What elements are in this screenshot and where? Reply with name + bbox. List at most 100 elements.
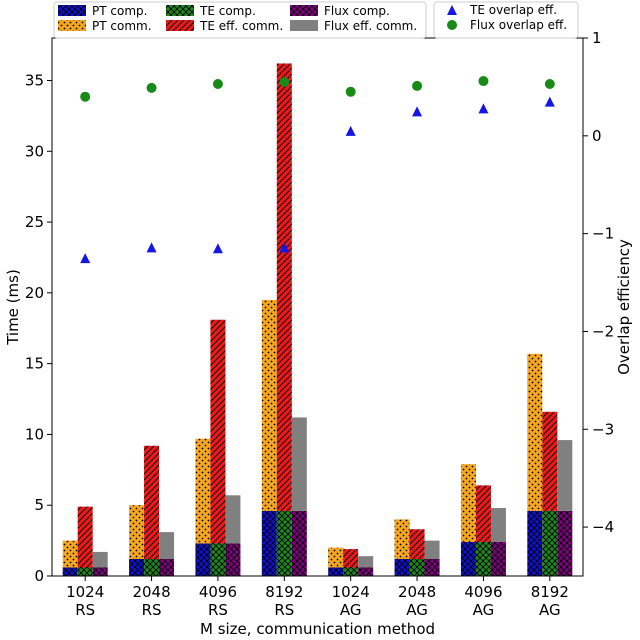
x-tick-label-method-6: AG [473, 601, 495, 619]
y-tick-label-1: 5 [34, 496, 44, 514]
pt-comp-bar-4 [328, 567, 344, 576]
legend-label-te-comm: TE eff. comm. [199, 19, 283, 33]
legend-group: PT comp. TE comp. Flux comp. PT comm. TE eff… [53, 1, 579, 39]
te-comm-bar-1 [144, 445, 160, 560]
pt-comp-bar-6 [460, 542, 476, 576]
te-comm-bar-2 [210, 319, 226, 544]
flux-comm-bar-6 [490, 508, 506, 543]
flux-comm-bar-7 [557, 440, 573, 511]
x-tick-label-size-4: 1024 [332, 583, 370, 601]
te-comm-bar-4 [343, 549, 359, 568]
flux-comm-bar-2 [225, 495, 241, 544]
x-tick-label-size-7: 8192 [531, 583, 569, 601]
te-comp-bar-1 [144, 559, 160, 576]
legend-swatch-pt-comm [58, 20, 86, 31]
legend-label-flux-comm: Flux eff. comm. [324, 19, 417, 33]
x-tick-label-size-3: 8192 [265, 583, 303, 601]
flux-comp-bar-3 [291, 510, 307, 576]
pt-comm-bar-4 [328, 547, 344, 568]
te-overlap-point-4 [345, 125, 356, 136]
y-tick-label-2: 10 [25, 425, 44, 443]
y-tick-label-5: 25 [25, 213, 44, 231]
te-comm-bar-5 [409, 529, 425, 560]
x-tick-label-size-6: 4096 [464, 583, 502, 601]
legend-flux-marker [447, 20, 457, 30]
te-comp-bar-7 [542, 510, 558, 576]
legend-swatch-pt-comp [58, 5, 86, 16]
te-comm-bar-7 [542, 411, 558, 511]
pt-comm-bar-2 [195, 438, 211, 544]
flux-comp-bar-0 [92, 567, 108, 576]
flux-comm-bar-1 [159, 532, 175, 560]
x-tick-label-method-3: RS [274, 601, 294, 619]
flux-comm-bar-3 [291, 417, 307, 511]
y-tick-label-6: 30 [25, 142, 44, 160]
te-overlap-point-2 [212, 243, 223, 254]
legend-markers-box [433, 1, 579, 39]
x-tick-label-size-5: 2048 [398, 583, 436, 601]
legend-swatch-flux-comp [290, 5, 318, 16]
x-tick-label-size-2: 4096 [199, 583, 237, 601]
x-tick-label-size-0: 1024 [66, 583, 104, 601]
te-comp-bar-5 [409, 559, 425, 576]
pt-comp-bar-3 [261, 510, 277, 576]
pt-comp-bar-1 [129, 559, 145, 576]
te-overlap-point-3 [279, 242, 290, 253]
axes-group: 1024RS2048RS4096RS8192RS1024AG2048AG4096… [4, 29, 633, 638]
flux-comp-bar-4 [358, 567, 374, 576]
x-tick-label-method-7: AG [539, 601, 561, 619]
legend-label-flux-comp: Flux comp. [324, 4, 390, 18]
legend-label-pt-comm: PT comm. [92, 19, 152, 33]
x-tick-label-method-5: AG [406, 601, 428, 619]
y-right-tick-label-0: −4 [592, 518, 614, 536]
te-comp-bar-3 [276, 510, 292, 576]
flux-comp-bar-2 [225, 543, 241, 576]
pt-comp-bar-2 [195, 543, 211, 576]
x-tick-label-method-0: RS [75, 601, 95, 619]
flux-overlap-point-2 [212, 78, 223, 89]
y-right-tick-label-2: −2 [592, 322, 614, 340]
pt-comm-bar-6 [460, 464, 476, 543]
legend-label-circle: Flux overlap eff. [470, 18, 567, 32]
flux-overlap-point-3 [279, 77, 290, 88]
flux-overlap-point-0 [80, 91, 91, 102]
flux-comm-bar-0 [92, 551, 108, 568]
te-comm-bar-6 [475, 485, 491, 543]
y-axis-label: Time (ms) [4, 269, 22, 346]
bars-group [62, 63, 573, 576]
flux-overlap-point-1 [146, 82, 157, 93]
flux-overlap-point-7 [544, 78, 555, 89]
legend-swatch-flux-comm [290, 20, 318, 31]
markers-group [80, 76, 555, 264]
flux-overlap-point-6 [478, 76, 489, 87]
te-overlap-point-1 [146, 242, 157, 253]
flux-comm-bar-5 [424, 540, 440, 560]
pt-comm-bar-1 [129, 505, 145, 560]
te-comm-bar-0 [77, 506, 93, 568]
te-overlap-point-5 [412, 106, 423, 117]
flux-comp-bar-1 [159, 559, 175, 576]
legend-swatch-te-comp [166, 5, 194, 16]
y-tick-label-7: 35 [25, 71, 44, 89]
legend-bars-box [53, 1, 427, 39]
y-right-tick-label-3: −1 [592, 225, 614, 243]
flux-overlap-point-4 [345, 86, 356, 97]
pt-comp-bar-0 [62, 567, 78, 576]
pt-comp-bar-7 [527, 510, 543, 576]
pt-comm-bar-3 [261, 299, 277, 511]
y-right-tick-label-5: 1 [592, 29, 602, 47]
legend-swatch-te-comm [166, 20, 194, 31]
te-comp-bar-2 [210, 543, 226, 576]
te-comp-bar-0 [77, 567, 93, 576]
te-comm-bar-3 [276, 63, 292, 511]
te-overlap-point-0 [80, 253, 91, 264]
y-right-tick-label-4: 0 [592, 127, 602, 145]
pt-comm-bar-7 [527, 353, 543, 511]
legend-label-triangle: TE overlap eff. [469, 3, 557, 17]
y-tick-label-0: 0 [34, 567, 44, 585]
flux-comm-bar-4 [358, 556, 374, 568]
y-tick-label-3: 15 [25, 355, 44, 373]
legend-label-te-comp: TE comp. [199, 4, 256, 18]
x-tick-label-method-4: AG [340, 601, 362, 619]
